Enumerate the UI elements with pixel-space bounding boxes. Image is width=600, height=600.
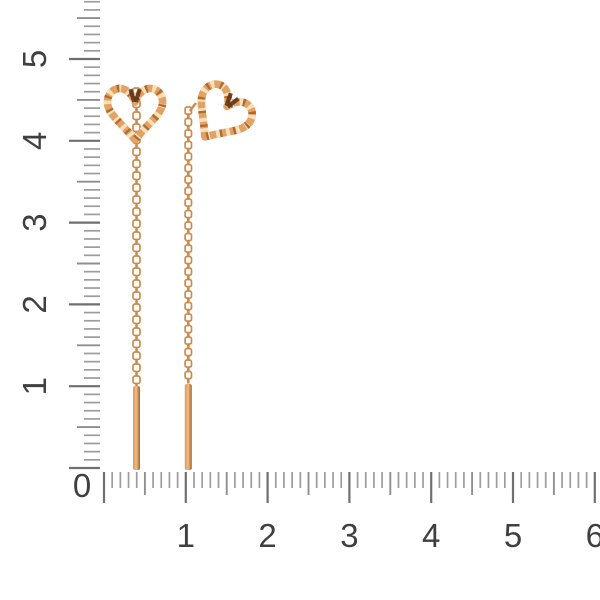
vertical-ruler-label-1: 1 (16, 377, 53, 395)
ruler-labels: 1 2 3 4 5 1 2 3 4 5 6 0 (16, 50, 600, 554)
earring-right-heart (183, 79, 258, 153)
horizontal-ruler (102, 472, 596, 503)
horizontal-ruler-label-2: 2 (258, 517, 276, 554)
earring-left-heart (107, 88, 162, 139)
earring-threader-bars (133, 384, 192, 470)
vertical-ruler-label-2: 2 (16, 295, 53, 313)
horizontal-ruler-label-3: 3 (340, 517, 358, 554)
horizontal-ruler-label-1: 1 (177, 517, 195, 554)
vertical-ruler (69, 0, 100, 470)
vertical-ruler-label-5: 5 (16, 50, 53, 68)
vertical-ruler-label-3: 3 (16, 213, 53, 231)
horizontal-ruler-label-6: 6 (586, 517, 600, 554)
horizontal-ruler-label-5: 5 (504, 517, 522, 554)
vertical-ruler-label-4: 4 (16, 132, 53, 150)
earring-right-chain (184, 102, 197, 384)
horizontal-ruler-label-4: 4 (422, 517, 440, 554)
ruler-origin-label: 0 (73, 467, 91, 504)
